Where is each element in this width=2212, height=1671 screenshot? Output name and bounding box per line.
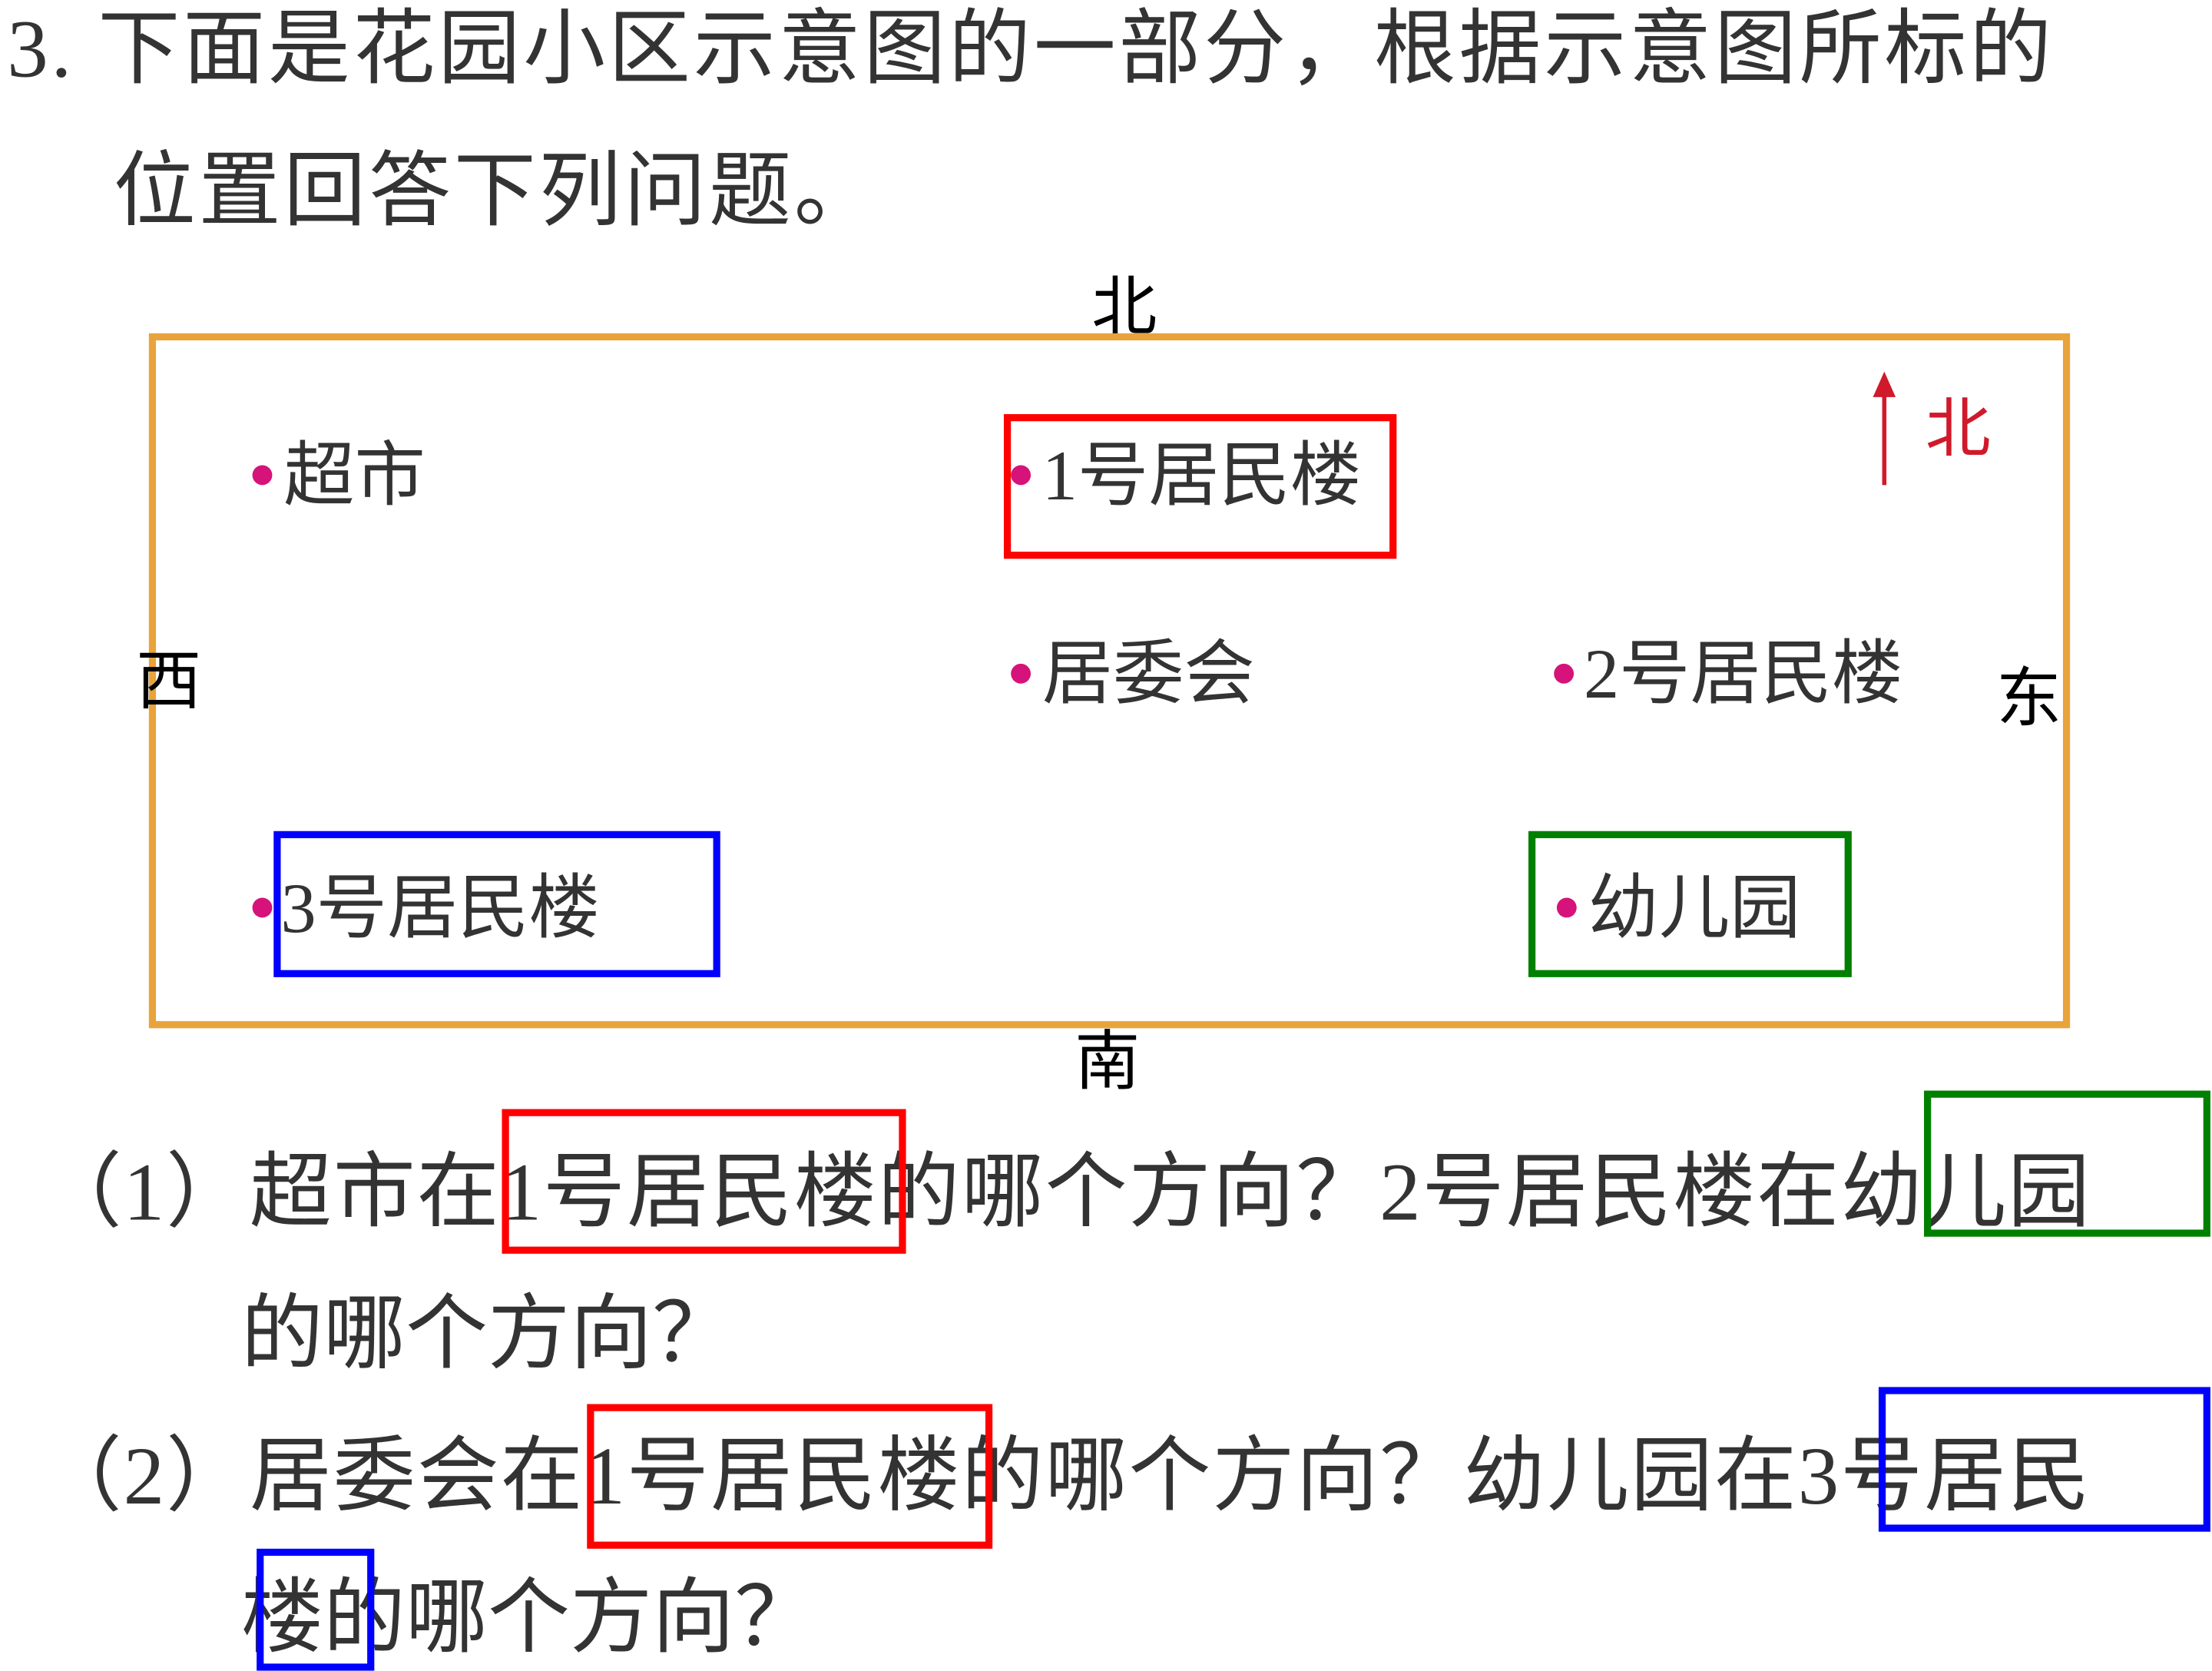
problem-line-1: 3. 下面是花园小区示意图的一部分，根据示意图所标的 xyxy=(7,2,2055,95)
highlight-box-q1-kindergarten xyxy=(1924,1090,2210,1237)
label-north: 北 xyxy=(1091,270,1157,343)
compass-north-label: 北 xyxy=(1925,393,1991,466)
garden-community-map xyxy=(148,333,2071,1029)
highlight-box-q2-building-1 xyxy=(587,1404,993,1549)
place-building-2: 2号居民楼 xyxy=(1583,634,1903,714)
question-1-line-2: 的哪个方向？ xyxy=(240,1288,735,1381)
place-dot xyxy=(1556,897,1577,918)
highlight-box-q2-building-3a xyxy=(1878,1387,2210,1532)
place-dot xyxy=(1011,663,1031,684)
arrow-up-icon xyxy=(1873,371,1896,486)
place-dot xyxy=(252,897,273,918)
place-building-1: 1号居民楼 xyxy=(1041,435,1362,516)
question-2-line-2: 楼的哪个方向？ xyxy=(240,1571,817,1664)
label-south: 南 xyxy=(1075,1025,1141,1098)
place-dot xyxy=(1011,465,1031,486)
place-dot xyxy=(1554,663,1575,684)
problem-line-2: 位置回答下列问题。 xyxy=(113,144,879,237)
question-1-line-1: （1）超市在1号居民楼的哪个方向？2号居民楼在幼儿园 xyxy=(39,1145,2091,1238)
highlight-box-q1-building-1 xyxy=(502,1109,906,1254)
highlight-box-building-3 xyxy=(273,831,720,977)
highlight-box-kindergarten xyxy=(1528,831,1852,977)
label-east: 东 xyxy=(1996,662,2062,735)
place-dot xyxy=(252,465,273,486)
label-west: 西 xyxy=(136,645,202,718)
place-kindergarten: 幼儿园 xyxy=(1588,867,1801,948)
highlight-box-building-1 xyxy=(1003,414,1397,559)
place-building-3: 3号居民楼 xyxy=(280,867,600,948)
place-supermarket: 超市 xyxy=(283,435,426,516)
highlight-box-q2-building-3b xyxy=(257,1548,375,1671)
place-committee: 居委会 xyxy=(1041,634,1255,714)
question-2-line-1: （2）居委会在1号居民楼的哪个方向？幼儿园在3号居民 xyxy=(39,1429,2091,1522)
